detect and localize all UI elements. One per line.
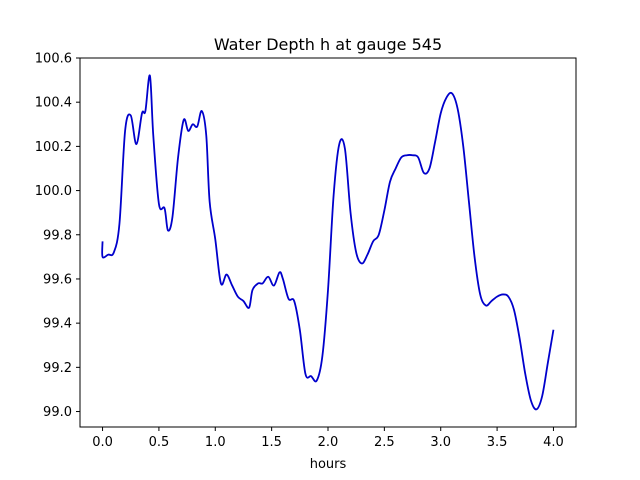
x-tick-label: 0.5 — [149, 435, 170, 450]
x-tick-label: 0.0 — [92, 435, 113, 450]
y-tick-label: 99.2 — [43, 361, 72, 376]
y-tick-label: 99.6 — [43, 272, 72, 287]
x-axis-label: hours — [310, 457, 347, 472]
x-tick-label: 4.0 — [543, 435, 564, 450]
y-axis: 99.0 99.2 99.4 99.6 99.8 100.0 100.2 100.4 100.6 — [35, 52, 80, 420]
x-tick-label: 1.5 — [261, 435, 282, 450]
x-tick-label: 2.5 — [374, 435, 395, 450]
chart-title: Water Depth h at gauge 545 — [214, 35, 442, 54]
y-tick-label: 99.0 — [43, 405, 72, 420]
x-tick-label: 2.0 — [318, 435, 339, 450]
y-tick-label: 99.8 — [43, 228, 72, 243]
y-tick-label: 100.6 — [35, 52, 72, 67]
plot-frame — [79, 57, 577, 428]
series-line — [101, 74, 555, 411]
x-tick-label: 3.5 — [487, 435, 508, 450]
y-tick-label: 100.2 — [35, 140, 72, 155]
x-tick-label: 3.0 — [430, 435, 451, 450]
plot-area — [101, 74, 555, 411]
y-tick-label: 100.4 — [35, 96, 72, 111]
x-axis: 0.0 0.5 1.0 1.5 2.0 2.5 3.0 3.5 4.0 — [92, 427, 564, 450]
y-tick-label: 100.0 — [35, 184, 72, 199]
y-tick-label: 99.4 — [43, 317, 72, 332]
x-tick-label: 1.0 — [205, 435, 226, 450]
